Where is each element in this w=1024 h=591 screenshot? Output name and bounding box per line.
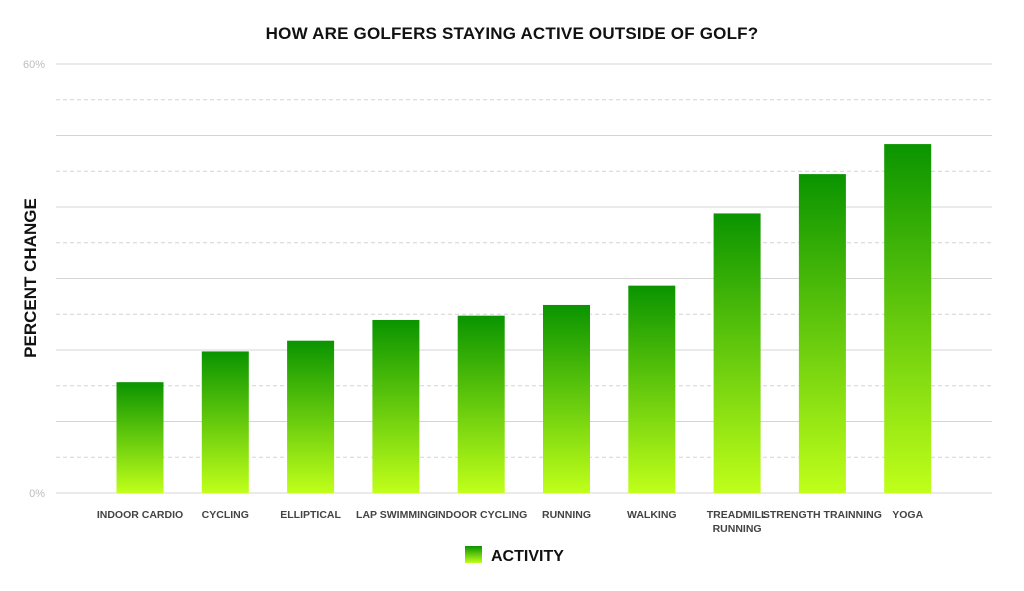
bar [287, 340, 335, 493]
bar [116, 382, 164, 493]
legend-swatch [465, 546, 482, 563]
x-tick-label: ELLIPTICAL [280, 509, 341, 521]
y-tick-label: 0% [29, 488, 45, 500]
bar [628, 285, 676, 493]
x-tick-label: TREADMILL RUNNING [707, 509, 768, 535]
bar [884, 144, 932, 493]
bar [372, 319, 420, 493]
x-tick-labels: INDOOR CARDIO CYCLING ELLIPTICAL LAP SWIMMI… [97, 509, 924, 535]
chart-title: HOW ARE GOLFERS STAYING ACTIVE OUTSIDE O… [266, 24, 759, 43]
legend: ACTIVITY [465, 546, 564, 565]
bar [713, 213, 761, 493]
x-tick-label: WALKING [627, 509, 677, 521]
x-tick-label: INDOOR CARDIO [97, 509, 183, 521]
bar [457, 315, 505, 493]
y-tick-label: 60% [23, 59, 45, 71]
x-tick-label: LAP SWIMMING [356, 509, 436, 521]
x-tick-label: STRENGTH TRAINNING [763, 509, 882, 521]
gridlines [56, 63, 992, 494]
x-tick-label: CYCLING [202, 509, 249, 521]
bar [201, 351, 249, 493]
bar [543, 304, 590, 493]
y-ticks: 0% 60% [23, 59, 45, 500]
legend-label: ACTIVITY [491, 548, 564, 565]
x-tick-label: RUNNING [542, 509, 591, 521]
x-tick-label: INDOOR CYCLING [435, 509, 527, 521]
y-axis-label: PERCENT CHANGE [21, 198, 40, 358]
x-tick-label: YOGA [892, 509, 923, 521]
bar [798, 174, 846, 494]
bars [116, 144, 932, 494]
